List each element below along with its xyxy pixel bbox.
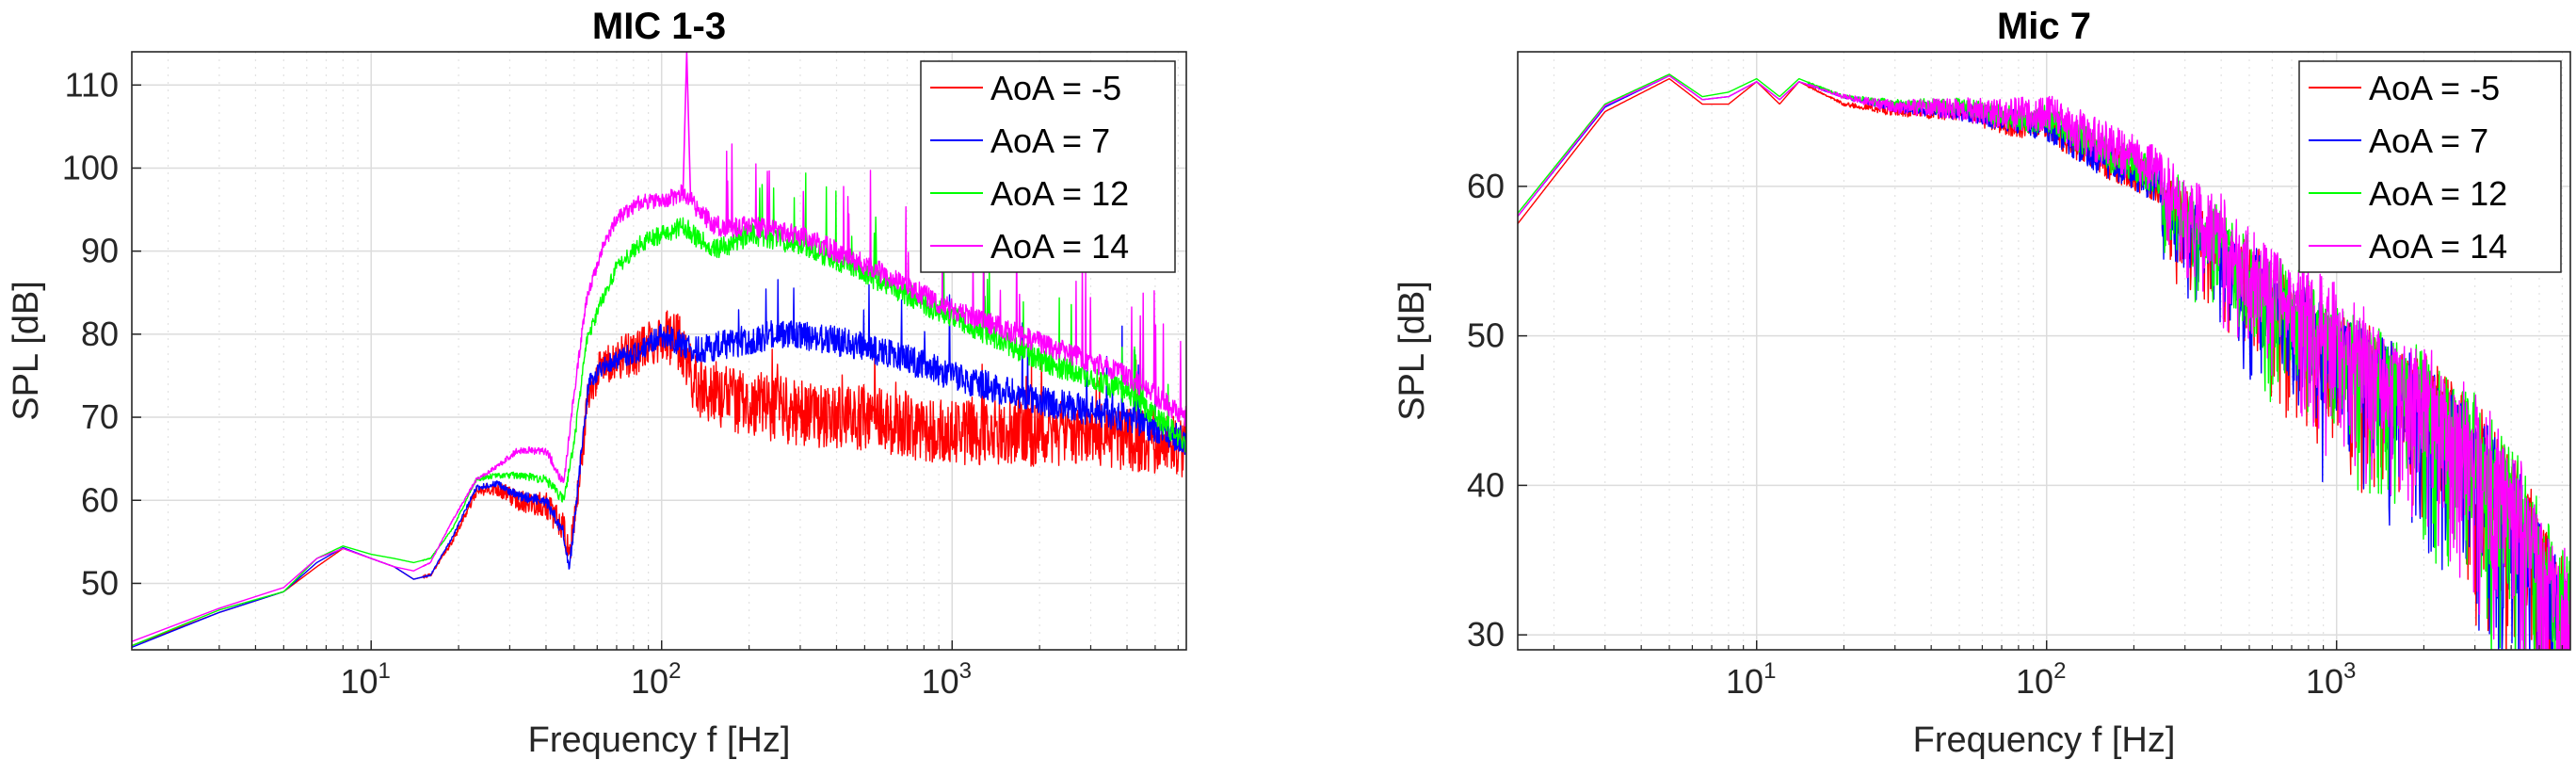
- series-group: [1518, 73, 2570, 650]
- axes-box: [1517, 51, 2571, 651]
- series-group: [132, 52, 1186, 649]
- x-tick-label: 103: [922, 658, 972, 701]
- legend-box: [920, 60, 1176, 273]
- chart-title: Mic 7: [1997, 6, 2091, 47]
- series-line-aoa-7: [132, 279, 1186, 649]
- chart-title: MIC 1-3: [592, 6, 726, 47]
- axes-box: [131, 51, 1187, 651]
- y-tick-label: 60: [81, 480, 119, 519]
- chart-mic-7: 101 102 103 30 40 50 60 Frequency f [Hz] SPL [dB…: [1393, 6, 2571, 760]
- series-line-aoa-12: [132, 172, 1186, 647]
- legend-entry: AoA = -5: [990, 69, 1121, 107]
- y-tick-label: 30: [1467, 615, 1505, 654]
- y-tick-label: 60: [1467, 167, 1505, 205]
- x-tick-label: 102: [2016, 658, 2066, 701]
- y-axis-label: SPL [dB]: [7, 281, 46, 421]
- y-tick-label: 40: [1467, 465, 1505, 504]
- legend-entry: AoA = 12: [990, 174, 1129, 213]
- series-line-aoa-14: [132, 143, 1186, 642]
- x-tick-label: 102: [631, 658, 681, 701]
- peak-spike: [682, 52, 692, 196]
- x-tick-label: 101: [1726, 658, 1776, 701]
- y-axis-label: SPL [dB]: [1393, 281, 1432, 421]
- y-tick-label: 90: [81, 232, 119, 270]
- legend: AoA = -5 AoA = 7 AoA = 12 AoA = 14: [2298, 60, 2562, 273]
- legend-entry: AoA = 7: [2369, 121, 2488, 160]
- legend-box: [2298, 60, 2562, 273]
- legend-entry: AoA = -5: [2369, 69, 2500, 107]
- x-tick-label: 103: [2306, 658, 2356, 701]
- y-tick-label: 100: [62, 148, 119, 186]
- series-line-aoa-5: [132, 310, 1186, 647]
- x-axis-label: Frequency f [Hz]: [1913, 720, 2176, 760]
- y-tick-label: 50: [81, 563, 119, 602]
- x-tick-label: 101: [340, 658, 390, 701]
- legend: AoA = -5 AoA = 7 AoA = 12 AoA = 14: [920, 60, 1176, 273]
- legend-entry: AoA = 14: [2369, 227, 2507, 266]
- legend-entry: AoA = 7: [990, 121, 1110, 160]
- series-line-aoa-14: [1518, 74, 2570, 650]
- chart-mic-1-3: 101 102 103 50 60 70 80 90 100 110 Frequency f [Hz…: [7, 6, 1187, 760]
- legend-entry: AoA = 12: [2369, 174, 2507, 213]
- y-tick-label: 110: [65, 65, 119, 104]
- legend-entry: AoA = 14: [990, 227, 1129, 266]
- x-axis-label: Frequency f [Hz]: [528, 720, 791, 760]
- y-tick-label: 50: [1467, 316, 1505, 355]
- y-tick-label: 80: [81, 315, 119, 353]
- y-tick-label: 70: [81, 397, 119, 436]
